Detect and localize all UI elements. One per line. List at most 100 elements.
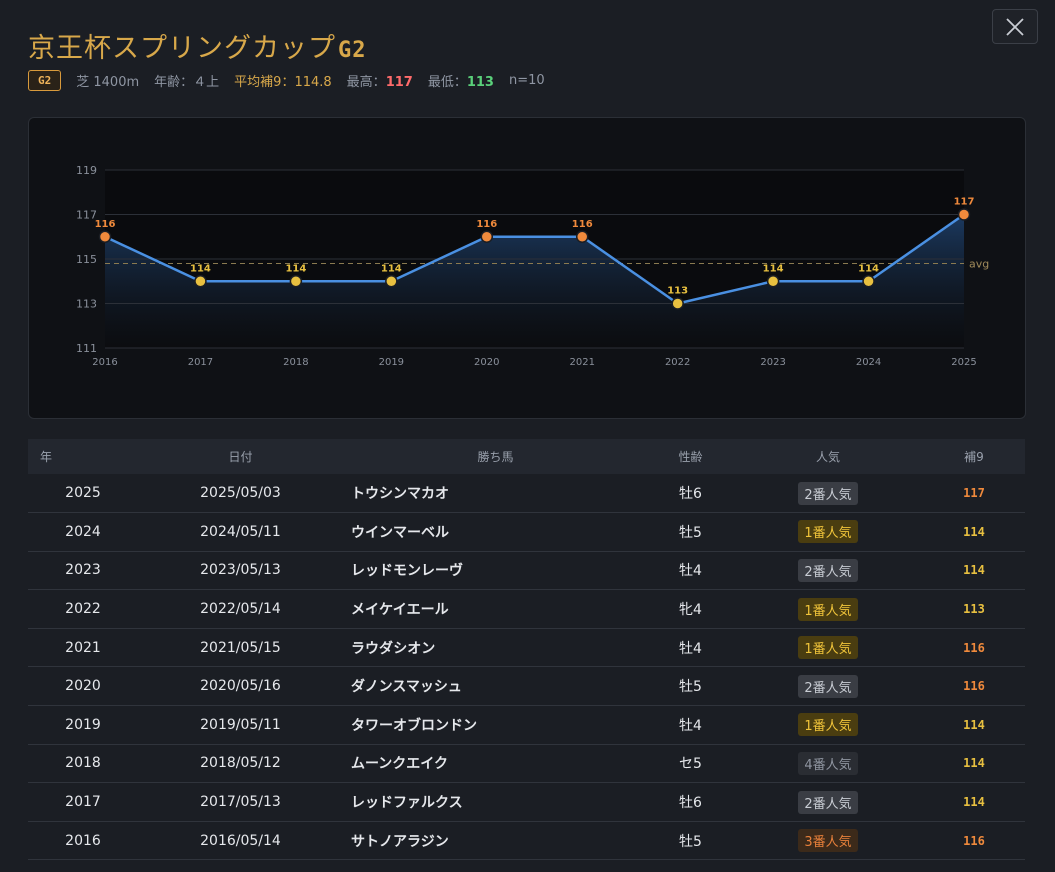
table-row[interactable]: 2025 2025/05/03 トウシンマカオ 牡6 2番人気 117	[28, 474, 1025, 513]
cell-sex-age: 牡6	[679, 795, 702, 812]
cell-year: 2020	[65, 678, 101, 695]
max-score: 最高：117	[347, 71, 413, 90]
cell-sex-age: 牡5	[679, 524, 702, 541]
winners-table-container: 年 日付 勝ち馬 性齢 人気 補9 2025 2025/05/03 トウシンマカオ牡…	[28, 439, 1025, 860]
cell-horse[interactable]: トウシンマカオ	[351, 486, 449, 503]
average-label: avg	[969, 257, 989, 270]
cell-score: 114	[963, 524, 985, 539]
header-year[interactable]: 年	[40, 450, 53, 464]
max-label: 最高：	[346, 75, 386, 90]
table-row[interactable]: 2020 2020/05/16 ダノンスマッシュ 牡5 2番人気 116	[28, 667, 1025, 706]
y-tick-label: 111	[76, 342, 97, 355]
cell-popularity: 2番人気	[733, 783, 923, 822]
cell-horse[interactable]: ダノンスマッシュ	[351, 679, 462, 696]
cell-score: 113	[963, 602, 985, 617]
cell-popularity: 1番人気	[733, 513, 923, 552]
x-tick-label: 2020	[474, 357, 499, 368]
cell-horse[interactable]: レッドファルクス	[351, 795, 463, 812]
cell-popularity: 1番人気	[733, 706, 923, 745]
table-header-row: 年 日付 勝ち馬 性齢 人気 補9	[28, 439, 1025, 474]
table-row[interactable]: 2017 2017/05/13 レッドファルクス 牡6 2番人気 114	[28, 783, 1025, 822]
data-point	[289, 275, 303, 288]
data-label: 114	[190, 263, 211, 274]
y-tick-label: 115	[76, 253, 97, 266]
cell-horse[interactable]: レッドモンレーヴ	[351, 563, 463, 580]
race-name: 京王杯スプリングカップ	[28, 33, 336, 64]
race-meta: G2 芝 1400m 年齢：４上 平均補9：114.8 最高：117 最低：11…	[28, 70, 560, 91]
race-grade: G2	[338, 38, 367, 63]
table-row[interactable]: 2022 2022/05/14 メイケイエール 牝4 1番人気 113	[28, 590, 1025, 629]
cell-year: 2024	[65, 523, 101, 540]
area-fill	[105, 214, 964, 348]
header-popularity[interactable]: 人気	[815, 450, 840, 464]
popularity-badge: 2番人気	[798, 481, 858, 505]
close-button[interactable]	[992, 9, 1038, 44]
cell-date: 2016/05/14	[200, 832, 281, 849]
data-point	[766, 275, 780, 288]
cell-horse[interactable]: サトノアラジン	[351, 833, 449, 850]
cell-year: 2018	[65, 755, 101, 772]
popularity-badge: 1番人気	[798, 636, 858, 660]
cell-horse[interactable]: ムーンクエイク	[351, 756, 449, 773]
cell-horse[interactable]: ラウダシオン	[351, 640, 436, 657]
cell-score: 116	[963, 833, 985, 848]
popularity-badge: 2番人気	[798, 558, 858, 582]
header-horse[interactable]: 勝ち馬	[477, 450, 514, 464]
table-row[interactable]: 2021 2021/05/15 ラウダシオン 牡4 1番人気 116	[28, 628, 1025, 667]
age-value: ４上	[193, 75, 220, 90]
cell-popularity: 3番人気	[733, 821, 923, 860]
cell-year: 2017	[65, 794, 101, 811]
table-row[interactable]: 2018 2018/05/12 ムーンクエイク セ5 4番人気 114	[28, 744, 1025, 783]
cell-popularity: 2番人気	[733, 667, 923, 706]
cell-popularity: 4番人気	[733, 744, 923, 783]
x-tick-label: 2019	[379, 357, 404, 368]
cell-score: 114	[963, 795, 985, 810]
cell-year: 2021	[65, 639, 101, 656]
header-score[interactable]: 補9	[964, 450, 984, 464]
x-tick-label: 2022	[665, 357, 690, 368]
winners-table: 年 日付 勝ち馬 性齢 人気 補9 2025 2025/05/03 トウシンマカオ牡…	[28, 439, 1025, 860]
cell-horse[interactable]: メイケイエール	[351, 602, 449, 619]
cell-date: 2022/05/14	[200, 601, 281, 618]
cell-sex-age: 牡5	[679, 679, 702, 696]
table-row[interactable]: 2024 2024/05/11 ウインマーベル 牡5 1番人気 114	[28, 513, 1025, 552]
data-point	[480, 230, 494, 243]
score-chart: 111 113 115 117 119 avg 116 2016 114 2017 114 2018 1…	[28, 117, 1026, 419]
cell-year: 2016	[65, 832, 101, 849]
popularity-badge: 3番人気	[798, 829, 858, 853]
cell-horse[interactable]: ウインマーベル	[351, 524, 449, 541]
cell-date: 2017/05/13	[200, 794, 281, 811]
series-line	[104, 213, 965, 305]
cell-date: 2023/05/13	[200, 562, 281, 579]
data-point	[385, 275, 398, 288]
header-date[interactable]: 日付	[228, 450, 253, 464]
y-tick-label: 119	[76, 164, 97, 177]
popularity-badge: 4番人気	[798, 751, 858, 775]
popularity-badge: 2番人気	[798, 790, 858, 814]
popularity-badge: 1番人気	[798, 520, 858, 544]
header-sex-age[interactable]: 性齢	[678, 450, 703, 464]
data-point	[194, 275, 207, 288]
data-label: 116	[572, 219, 593, 230]
cell-sex-age: 牡5	[679, 833, 702, 850]
average-score: 平均補9：114.8	[234, 71, 332, 90]
data-label: 114	[381, 263, 402, 274]
data-point	[98, 230, 112, 243]
cell-year: 2025	[65, 485, 101, 502]
cell-sex-age: 牡6	[679, 486, 702, 503]
x-tick-label: 2018	[283, 357, 308, 368]
table-row[interactable]: 2023 2023/05/13 レッドモンレーヴ 牡4 2番人気 114	[28, 551, 1025, 590]
cell-year: 2019	[65, 716, 101, 733]
y-tick-label: 117	[76, 209, 97, 222]
cell-date: 2024/05/11	[200, 523, 281, 540]
min-score: 最低：113	[428, 71, 494, 90]
data-label: 114	[858, 263, 879, 274]
table-row[interactable]: 2016 2016/05/14 サトノアラジン 牡5 3番人気 116	[28, 821, 1025, 860]
table-row[interactable]: 2019 2019/05/11 タワーオブロンドン 牡4 1番人気 114	[28, 706, 1025, 745]
cell-sex-age: セ5	[679, 756, 702, 773]
cell-horse[interactable]: タワーオブロンドン	[351, 717, 477, 734]
data-point	[957, 208, 971, 221]
cell-date: 2025/05/03	[200, 485, 281, 502]
age-label: 年齢：	[154, 75, 194, 90]
data-label: 114	[763, 263, 784, 274]
